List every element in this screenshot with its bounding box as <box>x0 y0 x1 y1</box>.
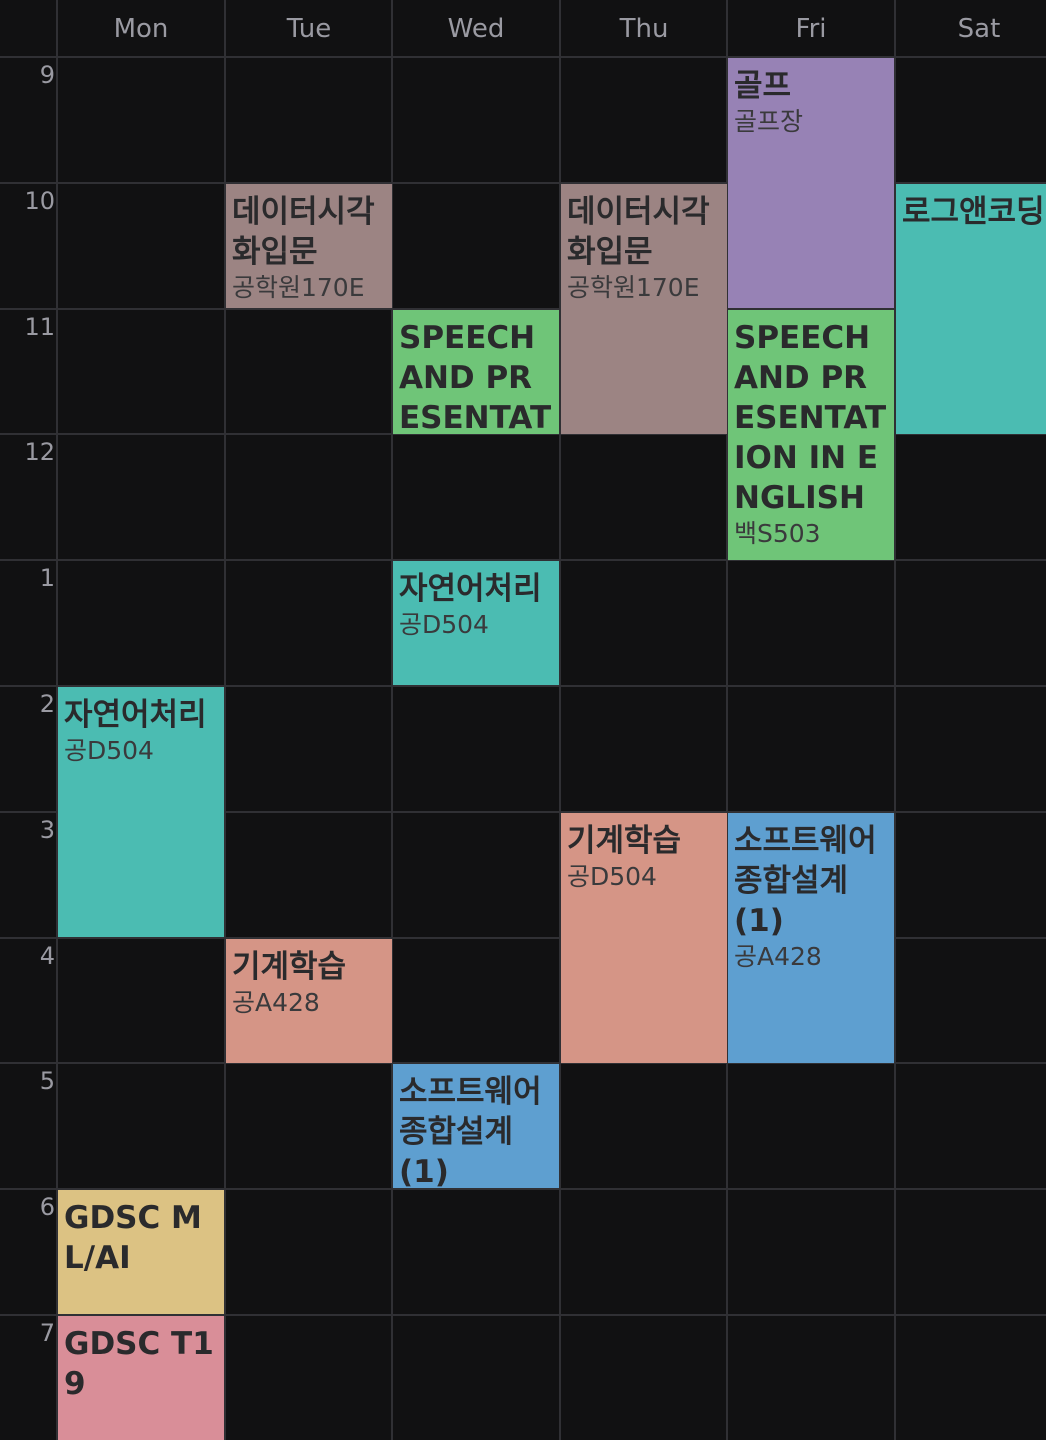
course-block[interactable]: SPEECH AND PRESENTATION IN ENGLISH <box>393 310 559 434</box>
course-title: 소프트웨어종합설계(1) <box>399 1074 542 1188</box>
grid-column-line <box>894 0 896 1440</box>
grid-column-line <box>56 0 58 1440</box>
grid-row-line <box>0 182 1046 184</box>
hour-label: 11 <box>24 313 55 341</box>
course-room: 공학원170E <box>567 273 700 302</box>
course-block[interactable]: SPEECH AND PRESENTATION IN ENGLISH 백S503 <box>728 310 894 560</box>
course-room: 공A428 <box>734 942 822 971</box>
course-room: 공D504 <box>399 610 489 639</box>
course-room: 공D504 <box>567 862 657 891</box>
grid-row-line <box>0 685 1046 687</box>
course-block[interactable]: 로그앤코딩 <box>896 184 1046 434</box>
course-title: 자연어처리 <box>64 697 207 733</box>
hour-label: 9 <box>39 61 55 89</box>
course-block[interactable]: 소프트웨어종합설계(1) 공A428 <box>728 813 894 1063</box>
course-title: 자연어처리 <box>399 571 542 607</box>
hour-label: 12 <box>24 438 55 466</box>
hour-label: 5 <box>39 1067 55 1095</box>
grid-column-line <box>224 0 226 1440</box>
grid-row-line <box>0 56 1046 58</box>
course-block[interactable]: GDSC T19 <box>58 1316 224 1440</box>
course-block[interactable]: 소프트웨어종합설계(1) <box>393 1064 559 1188</box>
day-header-mon: Mon <box>113 13 169 44</box>
hour-label: 6 <box>39 1193 55 1221</box>
grid-row-line <box>0 811 1046 813</box>
grid-row-line <box>0 1314 1046 1316</box>
grid-row-line <box>0 1188 1046 1190</box>
course-title: 데이터시각화입문 <box>232 194 375 270</box>
grid-row-line <box>0 308 1046 310</box>
grid-column-line <box>559 0 561 1440</box>
course-room: 공학원170E <box>232 273 365 302</box>
course-room: 백S503 <box>734 519 821 548</box>
course-block[interactable]: GDSC ML/AI <box>58 1190 224 1314</box>
day-header-tue: Tue <box>286 13 332 44</box>
day-header-thu: Thu <box>619 13 669 44</box>
hour-label: 2 <box>39 690 55 718</box>
grid-row-line <box>0 433 1046 435</box>
course-title: 로그앤코딩 <box>902 194 1045 230</box>
course-room: 공D504 <box>64 736 154 765</box>
hour-label: 1 <box>39 564 55 592</box>
day-header-wed: Wed <box>447 13 505 44</box>
grid-row-line <box>0 1062 1046 1064</box>
course-title: 기계학습 <box>232 949 347 985</box>
course-title: GDSC ML/AI <box>64 1200 202 1276</box>
course-title: GDSC T19 <box>64 1326 214 1402</box>
day-header-sat: Sat <box>957 13 1001 44</box>
day-header-fri: Fri <box>795 13 827 44</box>
course-title: SPEECH AND PRESENTATION IN ENGLISH <box>734 320 887 516</box>
grid-column-line <box>391 0 393 1440</box>
hour-label: 4 <box>39 942 55 970</box>
hour-label: 10 <box>24 187 55 215</box>
course-title: SPEECH AND PRESENTATION IN ENGLISH <box>399 320 552 434</box>
course-title: 소프트웨어종합설계(1) <box>734 823 877 939</box>
hour-label: 3 <box>39 816 55 844</box>
grid-row-line <box>0 937 1046 939</box>
grid-row-line <box>0 559 1046 561</box>
grid-column-line <box>726 0 728 1440</box>
course-title: 데이터시각화입문 <box>567 194 710 270</box>
hour-label: 7 <box>39 1319 55 1347</box>
course-title: 기계학습 <box>567 823 682 859</box>
course-room: 공A428 <box>232 988 320 1017</box>
course-title: 골프 <box>734 68 792 104</box>
course-room: 골프장 <box>734 107 804 136</box>
